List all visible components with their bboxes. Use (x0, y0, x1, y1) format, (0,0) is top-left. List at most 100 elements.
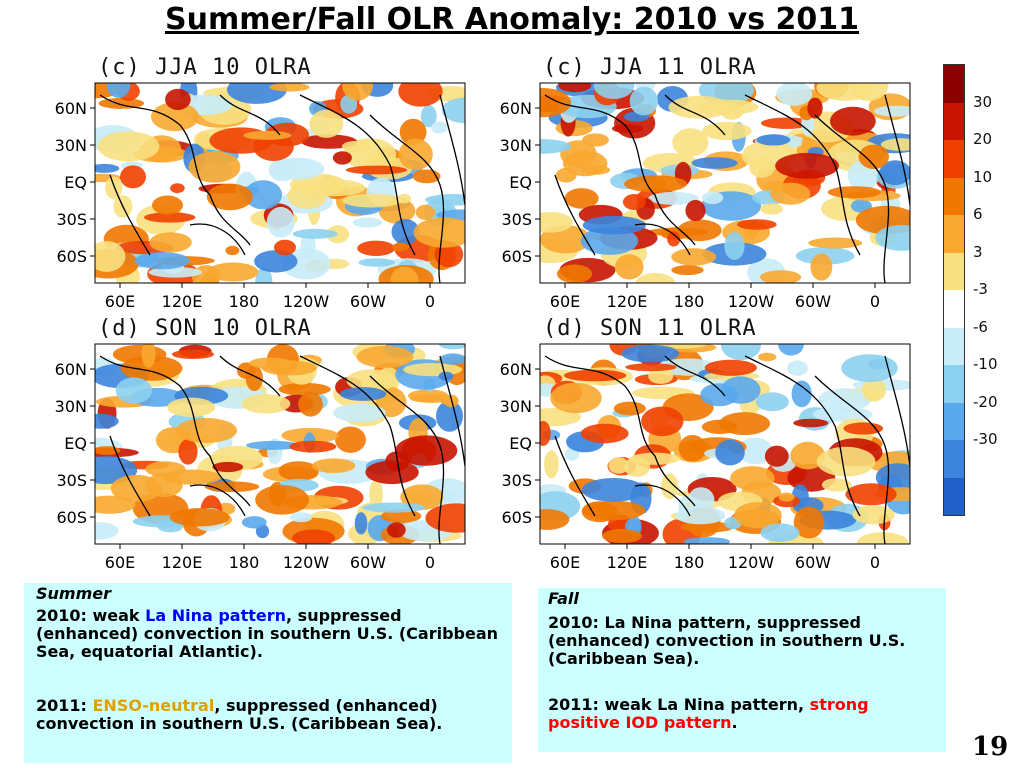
anomaly-blob (704, 359, 757, 376)
anomaly-blob (438, 371, 454, 381)
coastline (634, 484, 691, 517)
anomaly-blob (843, 422, 884, 435)
colorbar-segment (944, 290, 964, 328)
anomaly-blob (719, 412, 770, 436)
anomaly-blob (120, 355, 183, 381)
anomaly-blob (243, 130, 292, 140)
coastline (109, 435, 151, 517)
anomaly-blob (756, 134, 791, 146)
anomaly-blob (818, 388, 871, 412)
coastline (744, 355, 861, 517)
summer-2010-rest: , suppressed (enhanced) convection in so… (36, 606, 499, 661)
anomaly-blob (845, 483, 897, 506)
anomaly-blob (675, 506, 726, 525)
anomaly-blob (724, 232, 745, 260)
anomaly-blob (558, 83, 592, 93)
colorbar-segment (944, 177, 964, 215)
anomaly-blob (171, 349, 215, 359)
anomaly-blob (608, 457, 629, 474)
colorbar-segment (944, 215, 964, 253)
fall-2011-text: 2011: weak La Nina pattern, strong posit… (548, 696, 936, 732)
lat-label: 60S (56, 508, 87, 527)
colorbar-tick-label: -30 (973, 430, 998, 448)
anomaly-blob (622, 194, 646, 210)
coastline (884, 355, 910, 467)
anomaly-blob (550, 382, 602, 414)
coastline (744, 94, 861, 256)
lat-label: 30S (56, 471, 87, 490)
lat-label: 30N (500, 397, 532, 416)
coastline (219, 94, 281, 136)
slide-title: Summer/Fall OLR Anomaly: 2010 vs 2011 (165, 2, 859, 37)
anomaly-blob (440, 396, 458, 406)
anomaly-blob (309, 109, 344, 138)
anomaly-blob (95, 241, 126, 272)
coastline (554, 174, 596, 256)
anomaly-blob (580, 423, 629, 444)
anomaly-blob (413, 217, 465, 248)
anomaly-blob (188, 151, 241, 183)
lat-label: EQ (64, 173, 87, 192)
colorbar-tick-label: -20 (973, 392, 998, 411)
olr-anomaly-map: 60N 30N EQ 30S 60S 60E 120E 180 120W 60W 0 (55, 343, 466, 572)
coastline (369, 114, 445, 283)
lon-label: 0 (425, 553, 435, 572)
lon-label: 60W (795, 553, 831, 572)
anomaly-blob (274, 239, 296, 256)
anomaly-blob (106, 83, 131, 98)
lat-label: 60S (56, 247, 87, 266)
coastline (634, 223, 691, 256)
lat-label: EQ (509, 434, 532, 453)
anomaly-blob (134, 252, 190, 270)
anomaly-blob (105, 176, 123, 200)
lon-label: 120E (162, 292, 203, 311)
lon-label: 180 (229, 292, 260, 311)
anomaly-blob (563, 369, 627, 382)
anomaly-blob (436, 400, 463, 432)
anomaly-blob (862, 378, 886, 402)
colorbar-segment (944, 327, 964, 365)
anomaly-blob (778, 344, 804, 356)
coastline (439, 355, 465, 467)
anomaly-blob (593, 83, 635, 99)
anomaly-blob (629, 86, 659, 116)
anomaly-blob (345, 165, 408, 175)
anomaly-blob (544, 450, 559, 479)
anomaly-blob (821, 478, 852, 492)
anomaly-blob (875, 225, 910, 251)
coastline (814, 375, 890, 544)
coastline (219, 355, 281, 397)
anomaly-blob (255, 485, 309, 515)
anomaly-blob (830, 106, 876, 136)
lat-label: 60N (55, 99, 87, 118)
anomaly-blob (339, 387, 387, 401)
anomaly-blob (581, 478, 646, 502)
anomaly-blob (289, 440, 337, 453)
coastline (664, 355, 726, 397)
page-number: 19 (972, 732, 1009, 762)
anomaly-blob (403, 363, 463, 377)
anomaly-blob (564, 188, 599, 209)
summer-2010-text: 2010: weak La Nina pattern, suppressed (… (36, 607, 500, 661)
colorbar-tick-label: -10 (973, 355, 998, 373)
anomaly-blob (434, 241, 464, 268)
lat-label: 30S (501, 471, 532, 490)
colorbar (943, 64, 965, 516)
anomaly-blob (683, 537, 731, 544)
map-frame (94, 343, 466, 545)
panel-title: (c) JJA 11 OLRA (543, 55, 757, 80)
anomaly-blob (720, 102, 744, 120)
anomaly-blob (425, 194, 465, 206)
lon-label: 120W (283, 553, 330, 572)
anomaly-blob (827, 186, 882, 199)
colorbar-tick-label: 3 (973, 242, 983, 261)
anomaly-blob (668, 95, 731, 119)
anomaly-blob (635, 273, 675, 283)
anomaly-blob (408, 389, 449, 402)
coastline (884, 94, 910, 206)
anomaly-blob (169, 508, 230, 527)
anomaly-blob (395, 435, 458, 466)
anomaly-blob (425, 503, 465, 533)
coastline (99, 94, 251, 246)
anomaly-blob (602, 528, 642, 544)
